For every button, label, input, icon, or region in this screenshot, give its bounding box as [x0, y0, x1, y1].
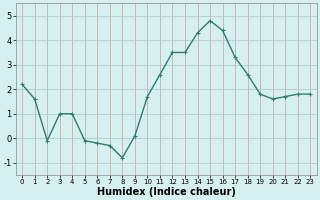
- X-axis label: Humidex (Indice chaleur): Humidex (Indice chaleur): [97, 187, 236, 197]
